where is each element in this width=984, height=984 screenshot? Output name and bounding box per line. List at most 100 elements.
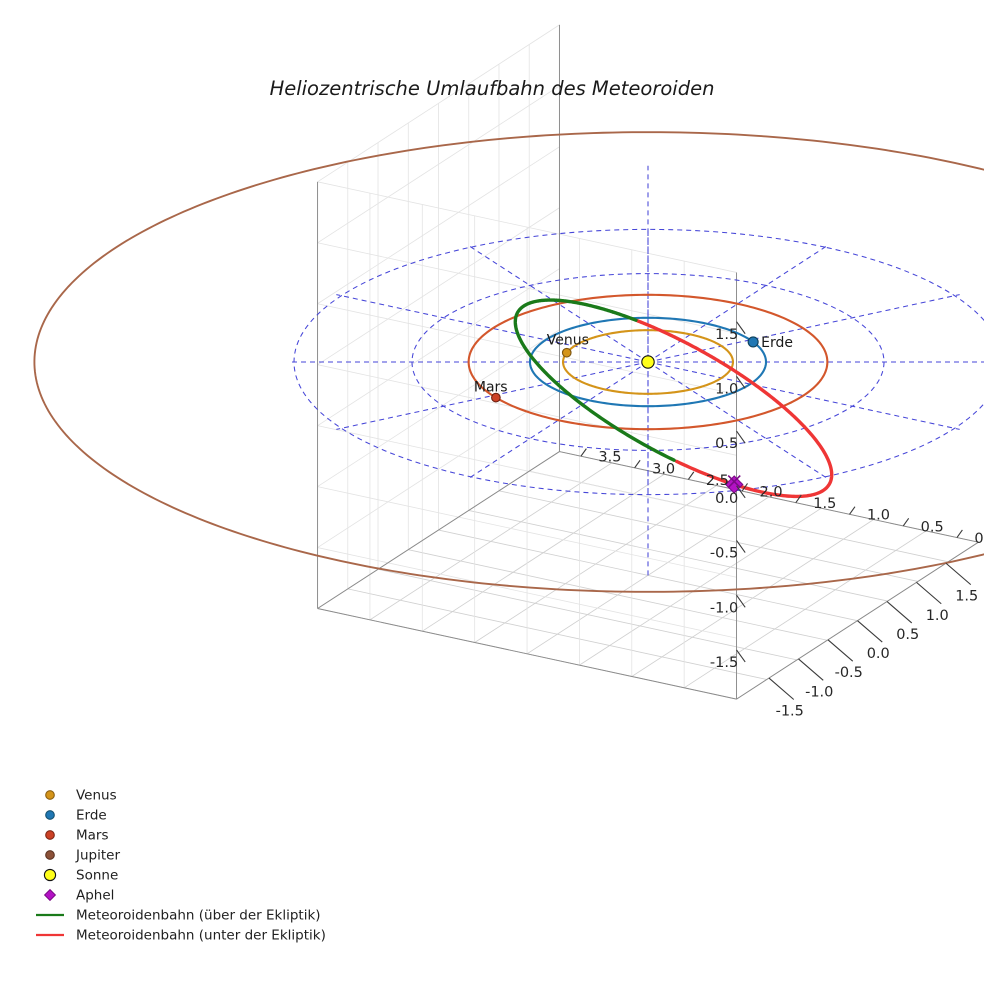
axes-grid-layer (317, 24, 979, 700)
x-axis-5-tick (916, 581, 942, 605)
x-axis-2-tick (827, 639, 854, 662)
erde-dot-icon (45, 810, 55, 820)
y-axis-3-label: 1.5 (813, 496, 836, 512)
z-axis-3-tick (736, 485, 746, 499)
y-axis-7-tick (580, 448, 587, 457)
wall-gridline (317, 268, 560, 426)
aphel-diamond-icon (43, 888, 57, 902)
legend-item-label: Mars (76, 828, 109, 844)
jupiter-orbit-layer (33, 131, 984, 593)
ecliptic-spoke (647, 361, 960, 430)
planet-orbits-layer (467, 293, 829, 431)
x-axis-3-tick (857, 620, 883, 643)
wall-gridline (317, 207, 560, 366)
aphel-cross-icon (727, 474, 741, 489)
venus-dot-icon (45, 790, 55, 800)
legend-item-label: Sonne (76, 868, 118, 884)
z-axis-6-tick (736, 649, 746, 663)
axis-spine (317, 608, 737, 700)
orbit-mars (467, 293, 829, 431)
x-axis-1-tick (798, 658, 824, 681)
ecliptic-spoke (647, 294, 960, 363)
legend-item-label: Erde (76, 808, 107, 824)
y-axis-3-tick (795, 494, 802, 504)
legend-item-label: Meteoroidenbahn (unter der Ekliptik) (76, 928, 326, 944)
mars-label: Mars (474, 380, 508, 396)
meteoroid-path-below (635, 318, 834, 499)
legend-item-label: Jupiter (75, 848, 120, 864)
y-axis-1-tick (902, 518, 910, 527)
y-axis-0-tick (956, 529, 963, 538)
x-axis-5-label: 1.0 (926, 608, 949, 624)
z-axis-4-tick (736, 540, 746, 553)
wall-gridline (317, 146, 560, 305)
wall-gridline (317, 390, 560, 548)
aphel-marker (724, 475, 744, 494)
z-axis-1-label: 1.0 (715, 381, 738, 397)
z-axis-0-label: 1.5 (715, 327, 738, 343)
floor-gridline (369, 462, 613, 621)
ecliptic-spoke (336, 294, 649, 363)
z-axis-1-tick (736, 376, 746, 389)
wall-gridline (317, 486, 737, 578)
sonne-marker (641, 355, 655, 369)
legend-item-label: Meteoroidenbahn (über der Ekliptik) (76, 908, 321, 924)
x-axis-0-label: -1.5 (776, 703, 804, 719)
mars-marker (491, 392, 501, 403)
legend: Venus Erde Mars Jupiter Sonne Aphel Meteoroide… (36, 788, 326, 944)
floor-gridline (468, 510, 888, 602)
erde-marker (747, 336, 759, 348)
y-axis-5-tick (687, 471, 695, 480)
sonne-dot-icon (43, 868, 57, 882)
wall-gridline (317, 364, 737, 456)
x-axis-3-label: 0.0 (867, 646, 890, 662)
y-axis-6-tick (634, 459, 641, 469)
y-axis-4-tick (741, 483, 748, 492)
ecliptic-circle (411, 273, 885, 451)
mars-dot-icon (45, 830, 55, 840)
x-axis-0-tick (768, 677, 795, 700)
wall-gridline (317, 181, 737, 273)
ecliptic-circle (293, 228, 984, 496)
floor-gridline (498, 490, 919, 582)
x-axis-6-tick (945, 562, 972, 586)
wall-gridline (317, 24, 560, 183)
orbit-erde (528, 316, 768, 408)
floor-gridline (422, 473, 665, 632)
z-axis-4-label: -0.5 (710, 546, 738, 562)
body-markers-layer: Mars Venus Erde (474, 333, 793, 494)
z-axis-2-tick (736, 430, 746, 444)
meteoroid-orbit-layer (513, 298, 834, 499)
x-axis-6-label: 1.5 (955, 589, 978, 605)
axis-spine (559, 451, 979, 543)
wall-gridline (317, 425, 737, 517)
y-axis-1-label: 0.5 (921, 519, 944, 535)
legend-item-label: Aphel (76, 888, 114, 904)
x-axis-1-label: -1.0 (805, 684, 833, 700)
jupiter-orbit (33, 131, 984, 593)
y-axis-5-label: 2.5 (706, 473, 729, 489)
orbit-venus (561, 329, 735, 395)
z-axis-3-label: 0.0 (715, 491, 738, 507)
y-axis-4-label: 2.0 (760, 484, 783, 500)
venus-label: Venus (547, 333, 589, 349)
y-axis-2-label: 1.0 (867, 508, 890, 524)
meteoroid-path-above (513, 298, 676, 462)
venus-marker (561, 347, 572, 358)
z-axis-5-tick (736, 594, 746, 608)
z-axis-2-label: 0.5 (715, 436, 738, 452)
ecliptic-spoke (336, 361, 649, 430)
erde-label: Erde (761, 335, 793, 351)
axis-spine (317, 451, 560, 609)
jupiter-dot-icon (45, 850, 55, 860)
axis-ticklabels-layer: 1.51.00.50.0-0.5-1.0-1.5-1.5-1.0-0.50.00… (580, 321, 984, 719)
y-axis-2-tick (849, 506, 856, 515)
floor-gridline (474, 485, 717, 643)
z-axis-5-label: -1.0 (710, 600, 738, 616)
legend-item-label: Venus (76, 788, 117, 804)
x-axis-4-label: 0.5 (896, 627, 919, 643)
y-axis-0-label: 0.0 (974, 531, 984, 547)
z-axis-0-tick (736, 321, 746, 335)
